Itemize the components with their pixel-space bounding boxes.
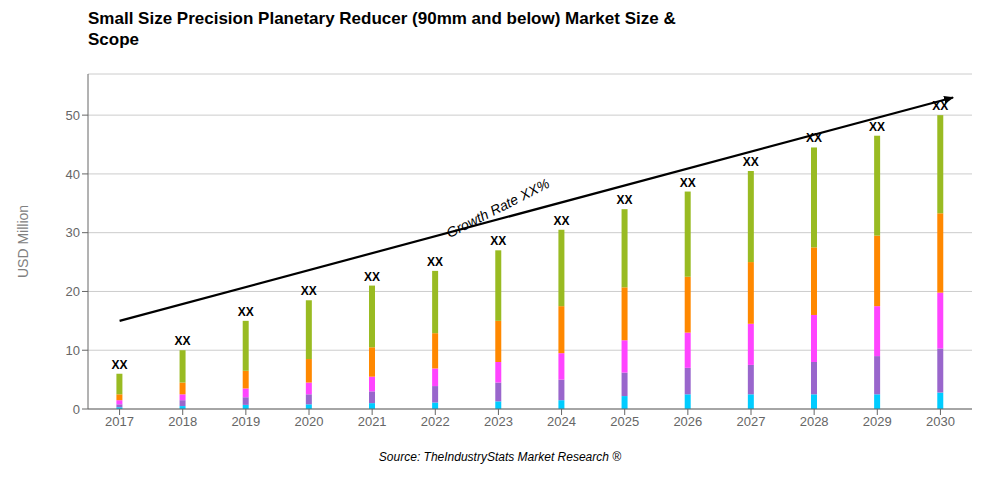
svg-text:XX: XX <box>932 99 948 113</box>
svg-text:2020: 2020 <box>295 414 324 429</box>
svg-text:XX: XX <box>175 334 191 348</box>
svg-text:XX: XX <box>553 214 569 228</box>
svg-text:2029: 2029 <box>863 414 892 429</box>
svg-text:2021: 2021 <box>358 414 387 429</box>
svg-text:XX: XX <box>680 176 696 190</box>
svg-text:40: 40 <box>66 167 80 182</box>
html-text:Source: TheIndustryStats Marke: Source: TheIndustryStats Market Research… <box>378 450 622 464</box>
svg-text:2017: 2017 <box>105 414 134 429</box>
svg-text:XX: XX <box>806 131 822 145</box>
svg-text:2026: 2026 <box>673 414 702 429</box>
svg-text:XX: XX <box>238 305 254 319</box>
svg-text:2025: 2025 <box>610 414 639 429</box>
svg-text:USD Million: USD Million <box>15 205 31 278</box>
svg-text:XX: XX <box>617 193 633 207</box>
svg-text:2024: 2024 <box>547 414 576 429</box>
svg-text:XX: XX <box>111 358 127 372</box>
svg-text:XX: XX <box>427 255 443 269</box>
svg-text:Growth Rate XX%: Growth Rate XX% <box>444 175 552 241</box>
svg-text:2027: 2027 <box>737 414 766 429</box>
svg-text:2023: 2023 <box>484 414 513 429</box>
svg-text:30: 30 <box>66 225 80 240</box>
svg-text:2019: 2019 <box>231 414 260 429</box>
svg-text:XX: XX <box>490 234 506 248</box>
svg-text:2022: 2022 <box>421 414 450 429</box>
svg-text:XX: XX <box>743 155 759 169</box>
svg-text:XX: XX <box>364 270 380 284</box>
svg-text:50: 50 <box>66 108 80 123</box>
svg-text:2028: 2028 <box>800 414 829 429</box>
html-text:Small Size Precision Planetary: Small Size Precision Planetary Reducer (… <box>88 9 676 49</box>
svg-text:20: 20 <box>66 284 80 299</box>
svg-text:XX: XX <box>301 284 317 298</box>
svg-text:2018: 2018 <box>168 414 197 429</box>
svg-text:XX: XX <box>869 120 885 134</box>
svg-text:2030: 2030 <box>926 414 955 429</box>
svg-text:10: 10 <box>66 343 80 358</box>
svg-text:0: 0 <box>73 402 80 417</box>
